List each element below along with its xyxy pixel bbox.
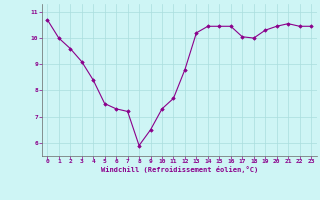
X-axis label: Windchill (Refroidissement éolien,°C): Windchill (Refroidissement éolien,°C) xyxy=(100,166,258,173)
